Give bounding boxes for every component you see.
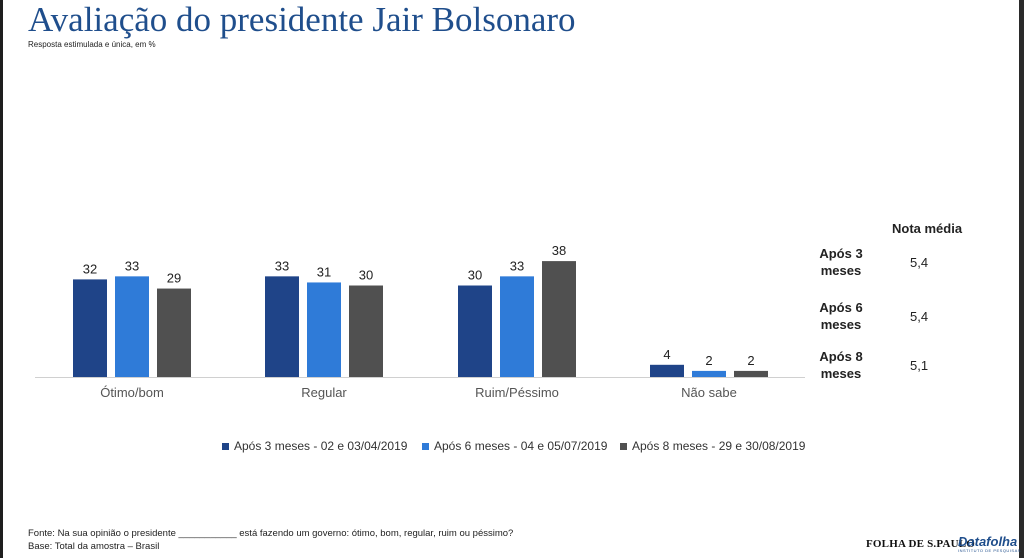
legend-label: Após 6 meses - 04 e 05/07/2019 [434,439,608,453]
data-label: 33 [510,258,524,273]
bar [307,282,341,377]
category-label: Ótimo/bom [100,385,164,400]
bar [157,288,191,377]
bar [349,285,383,377]
footer-fonte: Fonte: Na sua opinião o presidente _____… [28,528,514,539]
data-label: 2 [747,353,754,368]
bar [73,279,107,377]
bar [115,276,149,377]
bar [500,276,534,377]
legend-item: Após 6 meses - 04 e 05/07/2019 [422,439,607,453]
category-label: Ruim/Péssimo [475,385,559,400]
bar [265,276,299,377]
data-label: 33 [275,258,289,273]
legend-swatch [422,442,429,450]
nota-media-row-value: 5,4 [910,309,929,324]
legend-label: Após 3 meses - 02 e 03/04/2019 [234,439,408,453]
data-label: 38 [552,243,566,258]
left-border [0,0,3,558]
data-label: 33 [125,258,139,273]
datafolha-logo-subtitle: INSTITUTO DE PESQUISAS [958,548,1021,553]
legend-item: Após 3 meses - 02 e 03/04/2019 [222,439,407,453]
nota-media-row-value: 5,1 [910,358,929,373]
data-label: 30 [468,268,482,283]
right-border [1019,0,1024,558]
page-subtitle: Resposta estimulada e única, em % [28,40,156,49]
nota-media-row-value: 5,4 [910,255,929,270]
nota-media-title: Nota média [892,221,963,236]
data-label: 2 [705,353,712,368]
bar [458,285,492,377]
category-label: Regular [301,385,347,400]
legend-label: Após 8 meses - 29 e 30/08/2019 [632,439,806,453]
page-title: Avaliação do presidente Jair Bolsonaro [28,0,576,39]
data-label: 32 [83,261,97,276]
legend-swatch [222,442,229,450]
legend-swatch [620,442,627,450]
nota-media-row-label: Após 3 meses [819,246,863,278]
category-label: Não sabe [681,385,737,400]
legend-item: Após 8 meses - 29 e 30/08/2019 [620,439,805,453]
bar [542,261,576,377]
data-label: 31 [317,264,331,279]
data-label: 4 [663,347,670,362]
datafolha-logo: Datafolha [958,534,1018,549]
nota-media-row-label: Após 8 meses [819,349,863,381]
bar [650,364,684,377]
bar [692,370,726,377]
data-label: 29 [167,271,181,286]
folha-logo: FOLHA DE S.PAULO [866,538,976,550]
data-label: 30 [359,268,373,283]
footer-base: Base: Total da amostra – Brasil [28,541,160,552]
nota-media-row-label: Após 6 meses [819,300,863,332]
bar [734,370,768,377]
